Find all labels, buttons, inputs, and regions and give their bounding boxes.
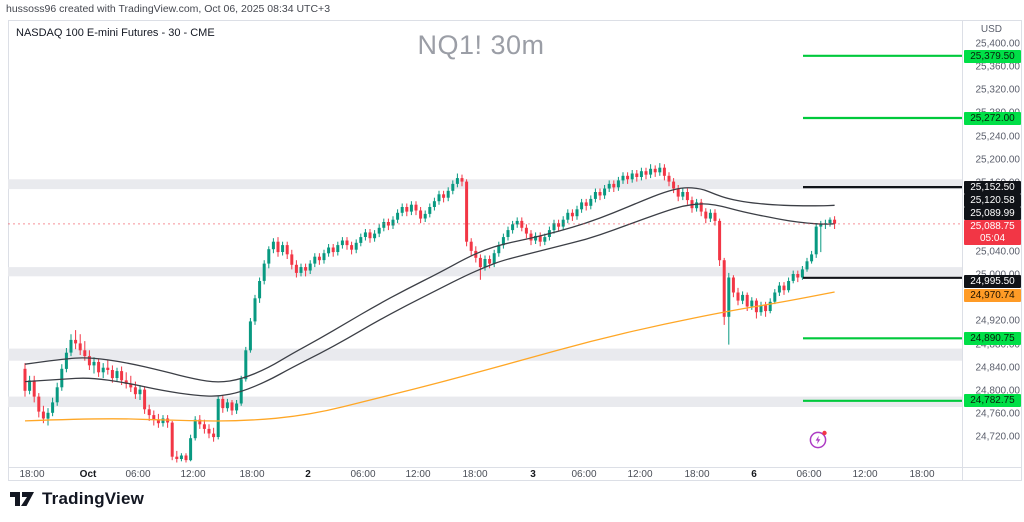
price-tick: 25,040.00 <box>975 246 1021 258</box>
time-tick: 18:00 <box>909 469 935 480</box>
price-tick: 24,720.00 <box>975 431 1021 443</box>
time-axis-separator <box>8 467 1022 468</box>
price-level-label: 25,272.00 <box>964 112 1021 125</box>
price-tick: 24,760.00 <box>975 408 1021 420</box>
time-tick: 12:00 <box>627 469 653 480</box>
tradingview-logo-text: TradingView <box>42 489 145 508</box>
price-tick: 24,920.00 <box>975 315 1021 327</box>
time-tick: 6 <box>751 469 757 480</box>
time-tick: 12:00 <box>180 469 206 480</box>
ma-orange[interactable] <box>24 291 835 422</box>
price-axis-separator <box>962 20 963 481</box>
price-level-label: 25,120.58 <box>964 194 1021 207</box>
time-tick: 18:00 <box>19 469 45 480</box>
attribution-text: hussoss96 created with TradingView.com, … <box>6 3 331 15</box>
time-tick: 12:00 <box>405 469 431 480</box>
current-price-label: 25,088.75 05:04 <box>964 220 1021 245</box>
price-level-label: 24,995.50 <box>964 275 1021 288</box>
ma-fast-black[interactable] <box>24 187 835 383</box>
time-tick: 12:00 <box>852 469 878 480</box>
chart-frame <box>8 20 1022 481</box>
symbol-watermark: NQ1! 30m <box>417 30 545 60</box>
price-chart[interactable] <box>8 20 962 467</box>
tradingview-logo[interactable]: TradingView <box>10 489 144 509</box>
time-tick: 06:00 <box>350 469 376 480</box>
price-tick: 25,320.00 <box>975 84 1021 96</box>
price-tick: 25,240.00 <box>975 131 1021 142</box>
level-rays[interactable] <box>803 54 962 402</box>
time-tick: Oct <box>79 469 97 480</box>
symbol-description: NASDAQ 100 E-mini Futures - 30 - CME <box>16 27 215 39</box>
price-level-label: 25,152.50 <box>964 181 1021 194</box>
price-tick: 25,400.00 <box>975 38 1021 50</box>
price-level-label: 25,379.50 <box>964 50 1021 63</box>
lightning-circle-icon[interactable] <box>805 428 831 450</box>
time-axis[interactable]: 18:00 Oct 06:00 12:00 18:00 2 06:00 12:00 18:00 3… <box>8 468 962 481</box>
time-tick: 06:00 <box>571 469 597 480</box>
time-tick: 3 <box>530 469 536 480</box>
chart-pane[interactable] <box>8 20 962 467</box>
ma-slow-black[interactable] <box>24 203 835 397</box>
price-tick: 24,840.00 <box>975 362 1021 374</box>
currency-label: USD <box>980 24 1002 35</box>
tradingview-mark-icon <box>10 492 34 506</box>
time-tick: 18:00 <box>462 469 488 480</box>
price-axis[interactable]: USD 25,400.0025,360.0025,320.0025,280.00… <box>963 20 1024 467</box>
price-tick: 25,200.00 <box>975 154 1021 166</box>
time-tick: 18:00 <box>684 469 710 480</box>
notification-dot <box>822 430 827 436</box>
price-tick: 25,360.00 <box>975 61 1021 73</box>
time-tick: 18:00 <box>239 469 265 480</box>
time-tick: 06:00 <box>125 469 151 480</box>
time-tick: 2 <box>305 469 311 480</box>
candle-series <box>23 163 837 463</box>
price-tick: 24,800.00 <box>975 385 1021 397</box>
supply-demand-zones <box>8 179 962 407</box>
price-level-label: 24,970.74 <box>964 289 1021 302</box>
price-level-label: 25,089.99 <box>964 207 1021 220</box>
price-level-label: 24,782.75 <box>964 394 1021 407</box>
price-level-label: 24,890.75 <box>964 332 1021 345</box>
time-tick: 06:00 <box>796 469 822 480</box>
